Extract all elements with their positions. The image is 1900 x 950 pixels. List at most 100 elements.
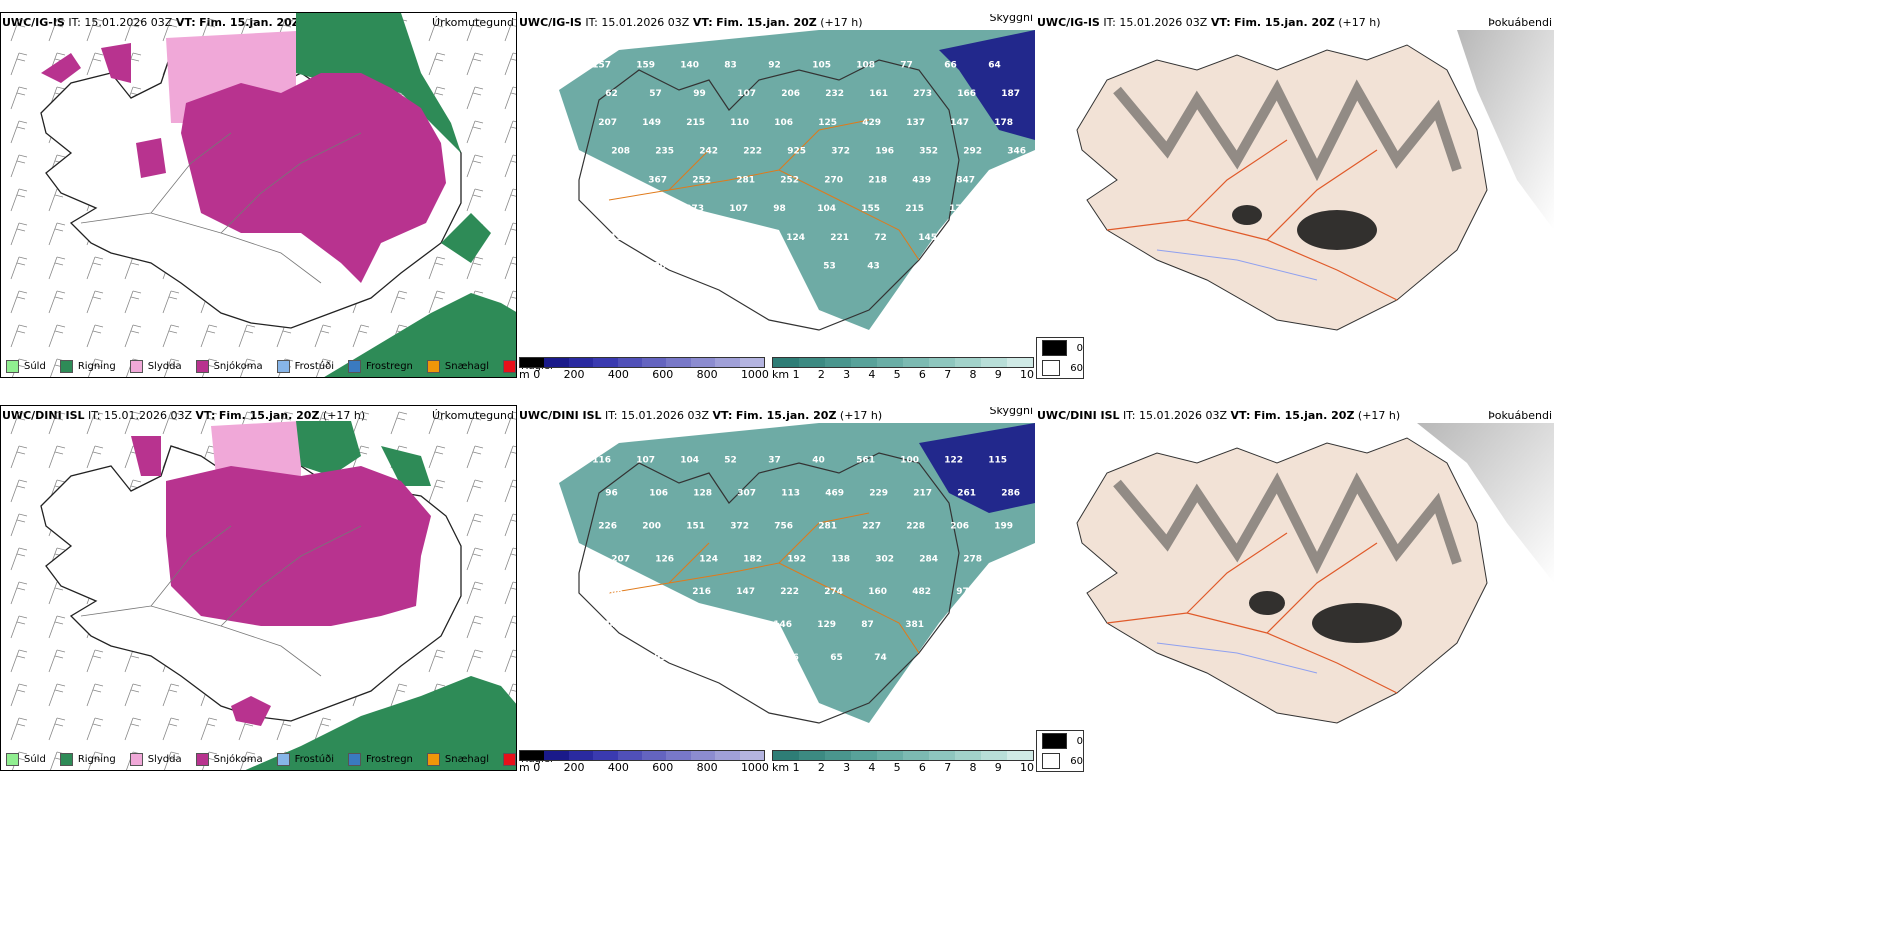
visibility-value-label: 11 <box>779 262 792 272</box>
fog-legend-item: 60 <box>1042 358 1083 378</box>
visibility-value-label: 64 <box>988 60 1001 70</box>
visibility-value-label: 196 <box>875 147 894 157</box>
visibility-value-label: 108 <box>654 233 673 243</box>
visibility-value-label: 273 <box>685 204 704 214</box>
it-label: IT: <box>1123 409 1136 422</box>
visibility-value-label: 215 <box>686 118 705 128</box>
colorbar-m <box>519 357 765 368</box>
visibility-value-label: 149 <box>642 118 661 128</box>
visibility-value-label: 274 <box>824 587 843 597</box>
colorbar-segment <box>568 751 594 760</box>
precip-type-map-row2[interactable] <box>0 405 517 771</box>
vt-value: Fim. 15.jan. 20Z <box>735 409 837 422</box>
visibility-value-label: 53 <box>823 262 836 272</box>
model-label: UWC/IG-IS <box>519 16 582 29</box>
it-value: 15.01.2026 03Z <box>1139 409 1228 422</box>
header-fog-row1: UWC/IG-IS IT: 15.01.2026 03Z VT: Fim. 15… <box>1037 14 1554 32</box>
visibility-value-label: 201 <box>610 653 629 663</box>
vt-label: VT: <box>712 409 733 422</box>
visibility-value-label: 87 <box>861 620 874 630</box>
colorbar-segment <box>593 751 618 760</box>
colorbar-m <box>519 750 765 761</box>
colorbar-segment <box>642 358 667 367</box>
visibility-value-label: 159 <box>636 60 655 70</box>
visibility-value-label: 228 <box>906 521 925 531</box>
visibility-value-label: 227 <box>862 521 881 531</box>
colorbar-km-ticks: km 1 2 3 4 5 6 7 8 9 10 <box>772 761 1034 774</box>
visibility-value-label: 140 <box>680 60 699 70</box>
visibility-value-label: 113 <box>698 653 717 663</box>
visibility-value-label: 217 <box>913 489 932 499</box>
visibility-value-label: 235 <box>655 147 674 157</box>
visibility-map-row1[interactable]: 157 159 140 83 92 105 108 77 66 64 62 57 99 107 206 232… <box>519 30 1035 355</box>
visibility-value-label: 367 <box>648 175 667 185</box>
visibility-value-label: 115 <box>988 456 1007 466</box>
visibility-value-label: 195 <box>597 204 616 214</box>
visibility-value-label: 137 <box>906 118 925 128</box>
visibility-value-label: 37 <box>768 456 781 466</box>
visibility-value-label: 99 <box>693 89 706 99</box>
visibility-value-label: 292 <box>963 147 982 157</box>
visibility-value-label: 216 <box>692 587 711 597</box>
visibility-map-row2[interactable]: 116 107 104 52 37 40 561 100 122 115 96 106 128 307 11… <box>519 423 1035 748</box>
visibility-value-label: 222 <box>780 587 799 597</box>
colorbar-m-ticks: m 0 200 400 600 800 1000 <box>519 368 769 381</box>
iceland-outline <box>1076 44 1488 331</box>
visibility-value-label: 107 <box>737 89 756 99</box>
visibility-value-label: 97 <box>956 587 969 597</box>
fog-legend-item: 60 <box>1042 751 1083 771</box>
iceland-outline <box>578 452 960 724</box>
visibility-value-label: 124 <box>699 554 718 564</box>
colorbar-segment <box>544 358 569 367</box>
lead-time: (+17 h) <box>839 409 883 422</box>
visibility-value-label: 308 <box>604 587 623 597</box>
visibility-value-label: 145 <box>918 233 937 243</box>
visibility-value-label: 381 <box>905 620 924 630</box>
visibility-value-label: 74 <box>874 653 887 663</box>
legend-item: Frostúði <box>276 752 334 766</box>
colorbar-segment <box>877 751 903 760</box>
colorbar-segment <box>799 751 825 760</box>
visibility-value-label: 107 <box>636 456 655 466</box>
visibility-value-label: 46 <box>786 653 799 663</box>
visibility-value-label: 229 <box>869 489 888 499</box>
visibility-value-label: 138 <box>831 554 850 564</box>
visibility-value-label: 104 <box>680 456 699 466</box>
visibility-value-label: 112 <box>603 262 622 272</box>
colorbar-segment <box>929 358 955 367</box>
visibility-value-label: 99 <box>654 653 667 663</box>
legend-item: Frostúði <box>276 359 334 373</box>
fog-map-row2[interactable] <box>1037 423 1554 748</box>
visibility-value-label: 284 <box>919 554 938 564</box>
visibility-value-label: 100 <box>900 456 919 466</box>
visibility-value-label: 352 <box>919 147 938 157</box>
panel-title-fog: Þokuábendi <box>1488 16 1552 29</box>
visibility-value-label: 429 <box>862 118 881 128</box>
visibility-value-label: 252 <box>692 175 711 185</box>
visibility-value-label: 207 <box>611 554 630 564</box>
fog-legend-item: 0 <box>1042 731 1083 751</box>
legend-item: Frostregn <box>348 752 413 766</box>
it-label: IT: <box>585 16 598 29</box>
vt-value: Fim. 15.jan. 20Z <box>716 16 817 29</box>
visibility-km-colorbar-row2: km 1 2 3 4 5 6 7 8 9 10 <box>772 750 1034 774</box>
visibility-value-label: 65 <box>830 653 843 663</box>
visibility-value-label: 109 <box>698 233 717 243</box>
visibility-value-label: 102 <box>1006 233 1025 243</box>
visibility-value-label: 281 <box>736 175 755 185</box>
colorbar-segment <box>715 751 740 760</box>
colorbar-segment <box>544 751 569 760</box>
fog-map-row1[interactable] <box>1037 30 1554 355</box>
colorbar-segment <box>520 358 545 367</box>
precip-type-map-row1[interactable] <box>0 12 517 378</box>
legend-item: Snjókoma <box>195 752 263 766</box>
visibility-m-colorbar-row2: m 0 200 400 600 800 1000 <box>519 750 769 774</box>
header-vis-row1: UWC/IG-IS IT: 15.01.2026 03Z VT: Fim. 15… <box>519 14 1035 32</box>
colorbar-segment <box>666 358 691 367</box>
visibility-value-label: 215 <box>905 204 924 214</box>
visibility-value-label: 126 <box>655 554 674 564</box>
colorbar-segment <box>877 358 903 367</box>
visibility-value-label: 182 <box>743 554 762 564</box>
fog-legend-item: 0 <box>1042 338 1083 358</box>
fog-legend-row2: 0 60 <box>1036 730 1084 772</box>
